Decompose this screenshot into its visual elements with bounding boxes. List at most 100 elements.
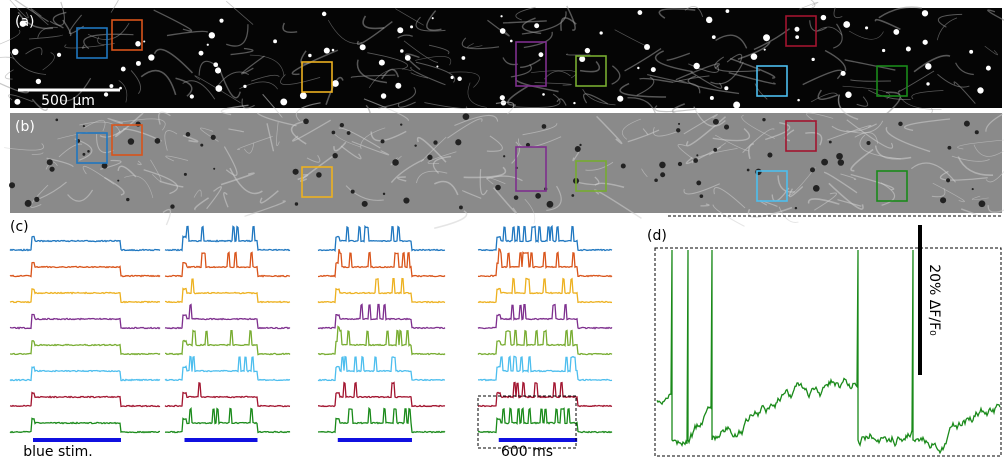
soma <box>462 56 466 60</box>
soma <box>617 96 623 102</box>
soma <box>693 158 698 163</box>
soma <box>510 40 513 43</box>
soma <box>436 65 438 67</box>
soma <box>403 197 409 203</box>
soma <box>829 141 832 144</box>
soma <box>713 148 717 152</box>
soma <box>767 153 772 158</box>
soma <box>126 198 129 201</box>
trace <box>478 249 612 277</box>
panel-label: (d) <box>647 228 667 244</box>
soma <box>534 23 539 28</box>
soma <box>535 193 541 199</box>
soma <box>712 35 716 39</box>
soma <box>410 25 413 28</box>
trace <box>165 253 290 277</box>
trace <box>478 226 612 250</box>
soma <box>651 67 656 72</box>
trace <box>165 409 290 433</box>
brightfield-image <box>10 113 1002 213</box>
soma <box>710 96 714 100</box>
soma <box>57 53 61 57</box>
trace <box>318 357 445 381</box>
soma <box>34 197 39 202</box>
trace <box>10 367 160 381</box>
soma <box>977 87 983 93</box>
soma <box>940 197 946 203</box>
trace <box>165 331 290 355</box>
trace <box>10 289 160 303</box>
soma <box>762 118 765 121</box>
soma <box>121 67 126 72</box>
soma <box>644 44 650 50</box>
soma <box>213 62 218 67</box>
trace <box>318 226 445 250</box>
soma <box>362 201 368 207</box>
soma <box>303 119 309 125</box>
soma <box>571 194 574 197</box>
soma <box>295 202 298 205</box>
soma <box>463 113 470 120</box>
soma <box>209 32 215 38</box>
soma <box>841 73 843 75</box>
soma <box>347 131 351 135</box>
soma <box>751 53 758 60</box>
soma <box>213 168 215 170</box>
soma <box>9 182 15 188</box>
panel-label: (b) <box>15 119 35 135</box>
soma <box>400 123 402 125</box>
soma <box>332 49 335 52</box>
soma <box>219 19 223 23</box>
scale-bar-label: 20% ΔF/F₀ <box>926 264 942 336</box>
soma <box>821 159 828 166</box>
soma <box>148 54 154 60</box>
trace <box>478 383 612 407</box>
soma <box>25 200 32 207</box>
soma <box>747 169 750 172</box>
soma <box>585 48 590 53</box>
panel-label: (c) <box>10 219 29 235</box>
soma <box>843 21 850 28</box>
trace <box>318 305 445 329</box>
trace <box>318 383 445 407</box>
trace <box>478 305 612 329</box>
soma <box>676 128 680 132</box>
soma <box>332 131 336 135</box>
soma <box>986 66 991 71</box>
soma <box>797 99 800 102</box>
soma <box>332 153 337 158</box>
soma <box>308 54 311 57</box>
soma <box>405 55 411 61</box>
soma <box>36 79 41 84</box>
soma <box>400 49 404 53</box>
time-label: 600 ms <box>501 444 553 458</box>
soma <box>882 49 885 52</box>
soma <box>459 205 463 209</box>
soma <box>184 173 187 176</box>
soma <box>724 86 728 90</box>
soma <box>813 185 820 192</box>
trace <box>10 418 160 432</box>
soma <box>706 17 712 23</box>
soma <box>845 92 851 98</box>
soma <box>170 204 174 208</box>
soma <box>573 102 575 104</box>
soma <box>397 27 403 33</box>
soma <box>135 41 140 46</box>
soma <box>117 180 119 182</box>
soma <box>87 150 90 153</box>
soma <box>379 60 385 66</box>
trace <box>165 227 290 251</box>
soma <box>575 146 581 152</box>
soma <box>972 188 974 190</box>
trace <box>318 279 445 303</box>
soma <box>104 92 108 96</box>
soma <box>332 80 339 87</box>
zoom-frame <box>655 248 1001 456</box>
soma <box>600 31 603 34</box>
soma <box>946 178 950 182</box>
soma <box>293 169 299 175</box>
soma <box>14 99 20 105</box>
soma <box>755 169 761 175</box>
trace <box>478 331 612 355</box>
